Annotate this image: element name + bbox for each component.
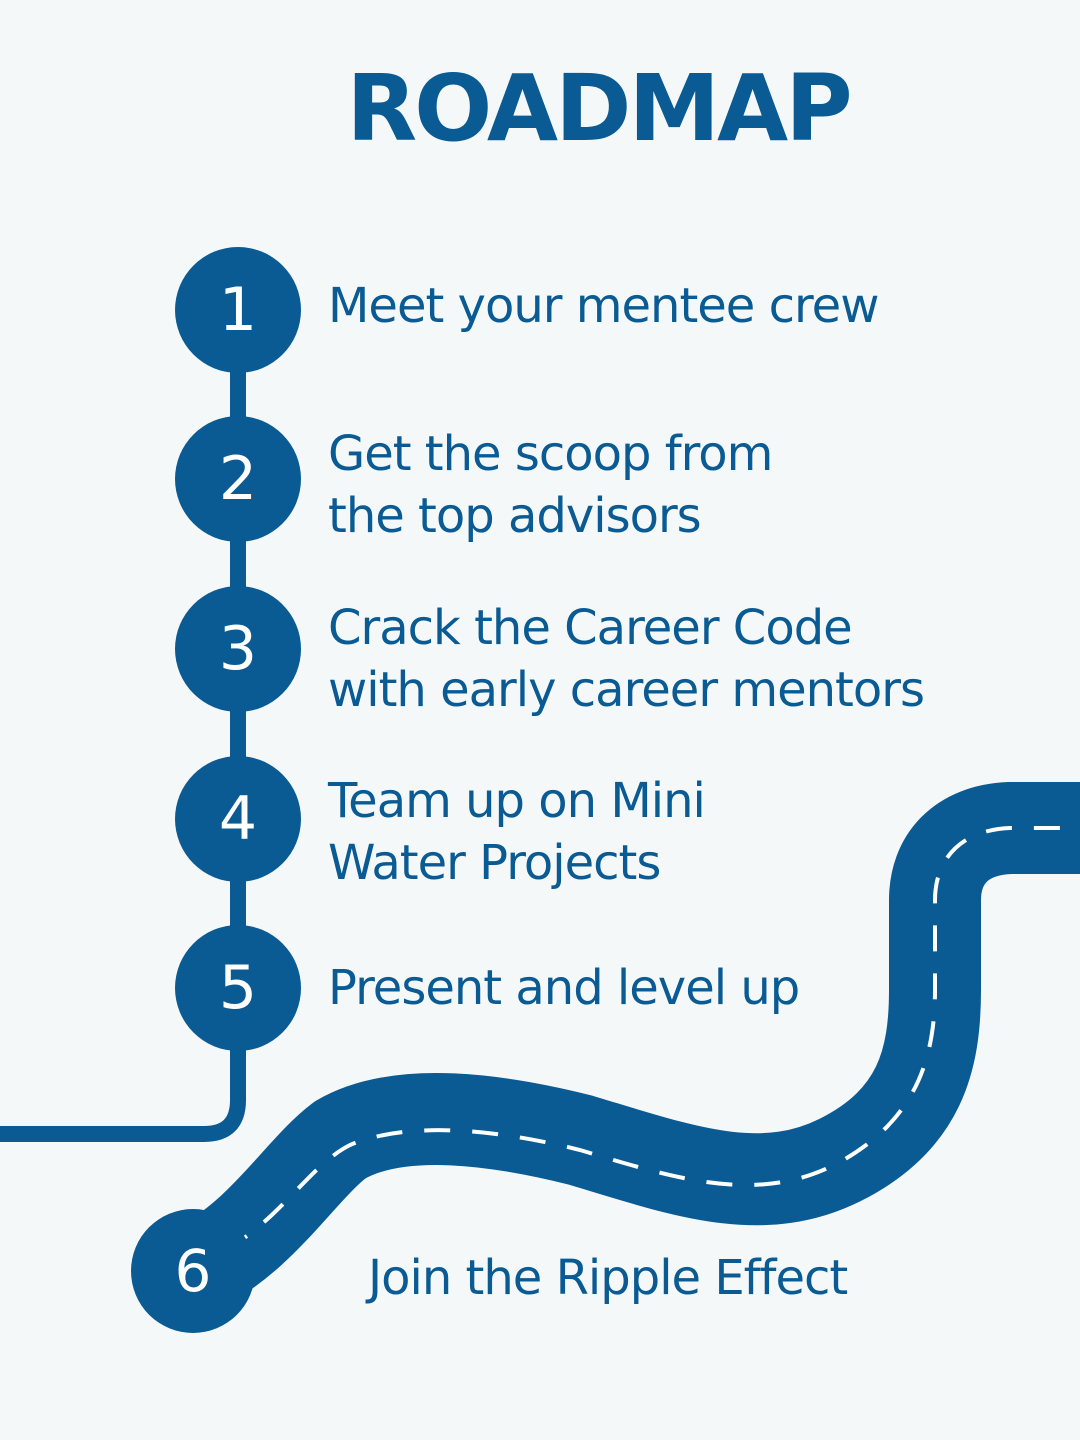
step-6-label: Join the Ripple Effect	[368, 1250, 848, 1306]
step-6-number: 6	[174, 1237, 212, 1305]
step-3-number: 3	[218, 614, 258, 684]
page-title: ROADMAP	[346, 55, 852, 162]
step-2-line-1: Get the scoop from	[328, 426, 773, 482]
step-1-number: 1	[218, 275, 258, 345]
road-center-dashes	[224, 826, 1080, 1252]
step-5-label: Present and level up	[328, 957, 800, 1019]
step-4-label: Team up on Mini Water Projects	[328, 770, 706, 894]
step-4-line-1: Team up on Mini	[328, 773, 706, 829]
step-1-circle	[175, 247, 301, 373]
step-3-label: Crack the Career Code with early career …	[328, 597, 925, 721]
step-2-label: Get the scoop from the top advisors	[328, 423, 773, 547]
step-1-line-1: Meet your mentee crew	[328, 278, 879, 334]
step-1-label: Meet your mentee crew	[328, 275, 879, 337]
step-3-line-1: Crack the Career Code	[328, 600, 853, 656]
step-4-number: 4	[218, 784, 258, 854]
step-3-line-2: with early career mentors	[328, 662, 925, 718]
step-5-number: 5	[218, 953, 258, 1023]
step-2-line-2: the top advisors	[328, 488, 702, 544]
timeline-connector	[0, 310, 246, 1142]
step-4-line-2: Water Projects	[328, 835, 661, 891]
step-6-circle	[131, 1209, 255, 1333]
step-4-circle	[175, 756, 301, 882]
step-3-circle	[175, 586, 301, 712]
step-2-number: 2	[218, 444, 258, 514]
step-5-line-1: Present and level up	[328, 960, 800, 1016]
step-2-circle	[175, 416, 301, 542]
step-5-circle	[175, 925, 301, 1051]
winding-road	[172, 782, 1080, 1312]
